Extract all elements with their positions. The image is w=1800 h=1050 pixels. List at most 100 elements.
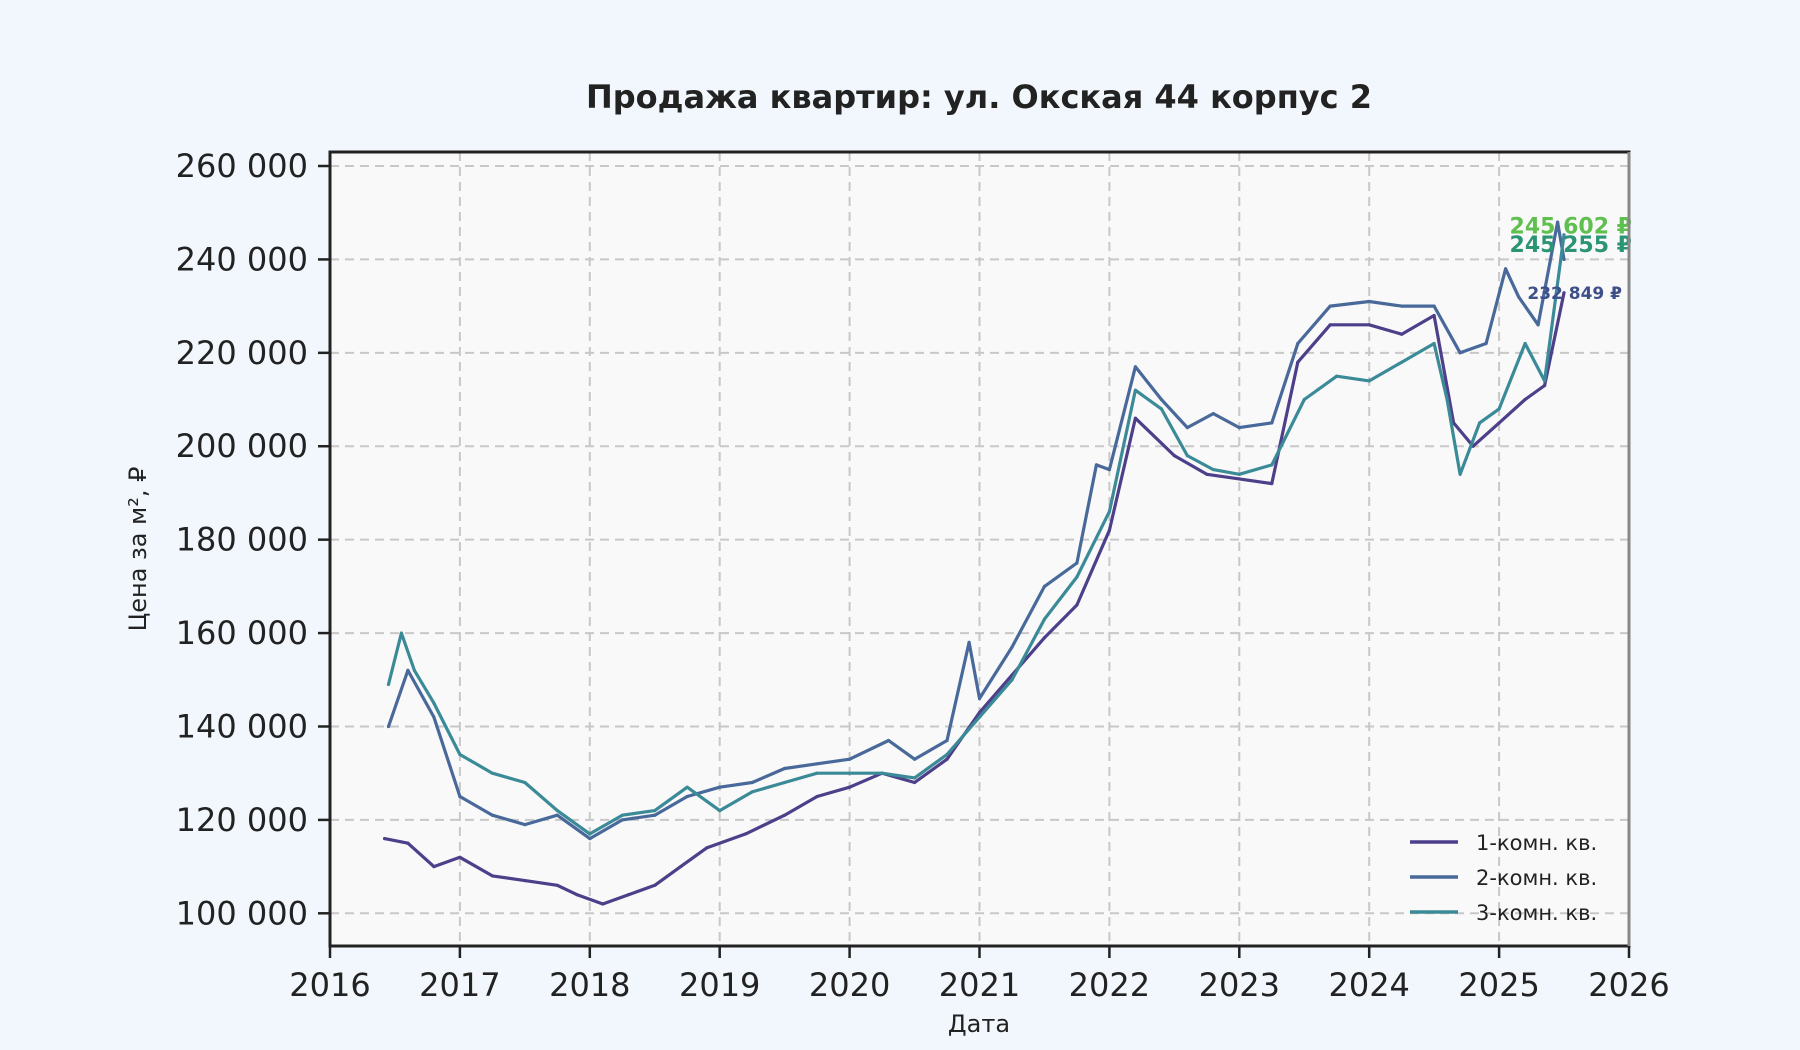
series-point-2 <box>1458 351 1462 355</box>
series-point-2 <box>1185 426 1189 430</box>
series-point-3 <box>1367 379 1371 383</box>
series-point-2 <box>1270 421 1274 425</box>
series-point-2 <box>1107 468 1111 472</box>
series-point-3 <box>620 813 624 817</box>
series-point-3 <box>945 752 949 757</box>
x-tick-label: 2022 <box>1069 966 1150 1004</box>
series-point-3 <box>783 780 787 785</box>
x-tick-label: 2021 <box>939 966 1020 1004</box>
series-point-3 <box>523 780 527 785</box>
x-tick-label: 2018 <box>549 966 630 1004</box>
series-point-2 <box>1556 220 1560 224</box>
legend-label: 3-комн. кв. <box>1476 901 1597 925</box>
series-point-3 <box>1497 407 1501 411</box>
series-point-3 <box>1211 468 1215 472</box>
series-point-3 <box>555 809 559 813</box>
series-point-1 <box>1042 636 1047 640</box>
x-ticks: 2016 2017 2018 2019 2020 2021 2022 2023 2024 2025… <box>289 946 1670 1004</box>
series-point-1 <box>1296 360 1300 364</box>
series-point-1 <box>601 902 605 906</box>
series-point-2 <box>887 738 891 743</box>
x-tick-label: 2017 <box>419 966 500 1004</box>
series-point-1 <box>744 832 748 836</box>
series-point-1 <box>1107 528 1111 532</box>
series-point-3 <box>750 790 754 794</box>
series-point-3 <box>386 682 391 687</box>
series-point-2 <box>1010 645 1014 649</box>
series-point-3 <box>880 771 884 775</box>
series-point-3 <box>1432 341 1436 346</box>
series-point-1 <box>1432 313 1436 318</box>
series-point-2 <box>1562 257 1566 261</box>
legend-label: 2-комн. кв. <box>1476 866 1597 890</box>
series-point-3 <box>913 776 917 780</box>
series-point-3 <box>1302 397 1306 402</box>
series-point-3 <box>399 631 403 635</box>
series-point-1 <box>406 841 410 845</box>
series-point-3 <box>1159 407 1163 411</box>
series-point-2 <box>913 757 917 761</box>
series-point-2 <box>750 780 754 785</box>
series-point-1 <box>1543 383 1547 388</box>
series-point-2 <box>783 766 787 771</box>
series-point-1 <box>575 893 579 897</box>
series-point-3 <box>1562 233 1566 237</box>
series-point-2 <box>685 794 689 799</box>
series-point-1 <box>523 879 527 883</box>
x-tick-label: 2026 <box>1588 966 1669 1004</box>
y-tick-label: 160 000 <box>176 614 308 652</box>
series-point-3 <box>1458 472 1462 476</box>
series-point-2 <box>718 785 722 789</box>
y-tick-label: 180 000 <box>176 521 308 559</box>
end-value-label: 245 255 ₽ <box>1510 233 1632 258</box>
series-point-2 <box>523 823 527 827</box>
series-point-3 <box>458 752 462 757</box>
series-point-1 <box>1523 397 1527 402</box>
series-point-3 <box>1010 678 1014 682</box>
series-point-3 <box>1270 463 1274 467</box>
series-point-3 <box>1335 374 1339 378</box>
series-point-1 <box>653 883 657 887</box>
legend: 1-комн. кв. 2-комн. кв. 3-комн. кв. <box>1410 831 1597 925</box>
series-point-2 <box>1075 561 1079 565</box>
series-point-1 <box>705 846 709 850</box>
series-point-3 <box>1042 617 1047 621</box>
series-point-2 <box>555 813 559 817</box>
series-point-1 <box>490 874 494 878</box>
series-point-3 <box>685 785 689 789</box>
x-tick-label: 2020 <box>809 966 890 1004</box>
series-point-3 <box>653 809 657 813</box>
series-point-1 <box>1172 454 1176 458</box>
legend-label: 1-комн. кв. <box>1476 831 1597 855</box>
series-point-2 <box>458 794 462 799</box>
series-point-3 <box>815 771 819 775</box>
series-point-1 <box>627 893 631 897</box>
series-point-3 <box>1237 472 1241 476</box>
x-tick-label: 2024 <box>1328 966 1409 1004</box>
series-point-3 <box>412 668 416 673</box>
series-point-2 <box>1432 304 1436 308</box>
series-point-2 <box>1237 426 1241 430</box>
series-point-1 <box>913 780 917 785</box>
series-point-1 <box>1205 472 1209 476</box>
series-point-1 <box>555 883 559 887</box>
series-point-1 <box>432 865 436 869</box>
series-point-2 <box>1367 299 1371 304</box>
series-point-3 <box>848 771 852 775</box>
series-point-3 <box>1075 575 1079 579</box>
series-point-1 <box>783 813 787 817</box>
series-point-1 <box>1400 332 1404 336</box>
y-axis-label: Цена за м², ₽ <box>124 467 152 632</box>
series-point-2 <box>977 696 982 701</box>
series-point-2 <box>1484 341 1488 346</box>
series-point-2 <box>1159 397 1163 402</box>
series-point-1 <box>458 855 462 859</box>
series-point-2 <box>620 818 624 822</box>
series-point-1 <box>679 865 683 869</box>
series-point-1 <box>1075 603 1079 607</box>
y-tick-label: 100 000 <box>176 894 308 932</box>
series-point-2 <box>1094 463 1098 467</box>
end-value-labels: 245 602 ₽245 255 ₽ 232 849 ₽ <box>1510 214 1632 304</box>
series-point-2 <box>967 640 971 645</box>
x-axis-label: Дата <box>948 1010 1010 1038</box>
